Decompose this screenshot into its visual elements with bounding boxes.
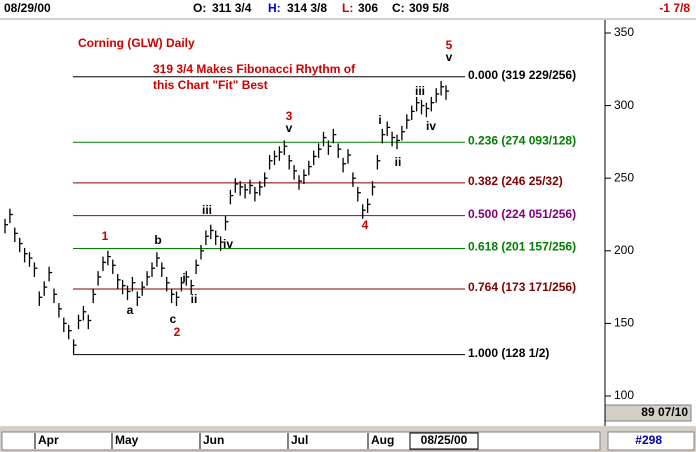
fib-label: 0.236 (274 093/128) [468, 133, 576, 147]
wave-label: i [182, 271, 185, 285]
wave-label: a [127, 303, 134, 317]
change-value: -1 7/8 [659, 1, 690, 15]
fib-label: 0.382 (246 25/32) [468, 174, 563, 188]
y-tick-label: 250 [614, 170, 634, 184]
wave-label: 3 [286, 109, 293, 123]
wave-label: 4 [362, 218, 369, 232]
wave-label: ii [191, 292, 198, 306]
plot-area [0, 20, 605, 426]
bar-count: #298 [635, 433, 662, 447]
fib-label: 0.000 (319 229/256) [468, 68, 576, 82]
y-tick-label: 200 [614, 243, 634, 257]
fib-label: 0.500 (224 051/256) [468, 207, 576, 221]
wave-label: i [378, 113, 381, 127]
wave-label: 2 [174, 325, 181, 339]
annotation: 319 3/4 Makes Fibonacci Rhythm of [153, 62, 356, 76]
header-date: 08/29/00 [4, 1, 51, 15]
bar-count-box [607, 431, 695, 451]
wave-label: b [154, 233, 161, 247]
low-label: L: [342, 1, 353, 15]
wave-label: 1 [102, 229, 109, 243]
header-bar [0, 0, 696, 18]
high-label: H: [268, 1, 281, 15]
fib-label: 0.618 (201 157/256) [468, 240, 576, 254]
open-value: 311 3/4 [212, 1, 252, 15]
cursor-date-box [409, 432, 479, 450]
wave-label: iii [202, 203, 212, 217]
wave-label: v [446, 50, 453, 64]
wave-label: ii [395, 155, 402, 169]
fib-label: 0.764 (173 171/256) [468, 280, 576, 294]
wave-label: c [170, 312, 177, 326]
close-value: 309 5/8 [409, 1, 449, 15]
wave-label: iv [223, 237, 233, 251]
y-axis-area [605, 20, 696, 426]
chart-title: Corning (GLW) Daily [78, 36, 195, 50]
wave-label: iv [426, 119, 436, 133]
scale-box: 89 07/10 [641, 405, 688, 419]
wave-label: v [286, 121, 293, 135]
close-label: C: [392, 1, 405, 15]
y-tick-label: 100 [614, 388, 634, 402]
low-value: 306 [358, 1, 378, 15]
x-tick-label: Apr [38, 433, 59, 447]
y-tick-label: 300 [614, 98, 634, 112]
wave-label: 5 [446, 38, 453, 52]
annotation: this Chart "Fit" Best [153, 78, 268, 92]
y-tick-label: 350 [614, 25, 634, 39]
x-tick-label: Jul [291, 433, 308, 447]
cursor-date: 08/25/00 [421, 433, 468, 447]
y-tick-label: 150 [614, 316, 634, 330]
open-label: O: [193, 1, 206, 15]
x-tick-label: May [115, 433, 139, 447]
x-tick-label: Jun [203, 433, 224, 447]
wave-label: iii [415, 84, 425, 98]
high-value: 314 3/8 [287, 1, 327, 15]
fib-label: 1.000 (128 1/2) [468, 346, 549, 360]
x-tick-label: Aug [371, 433, 394, 447]
